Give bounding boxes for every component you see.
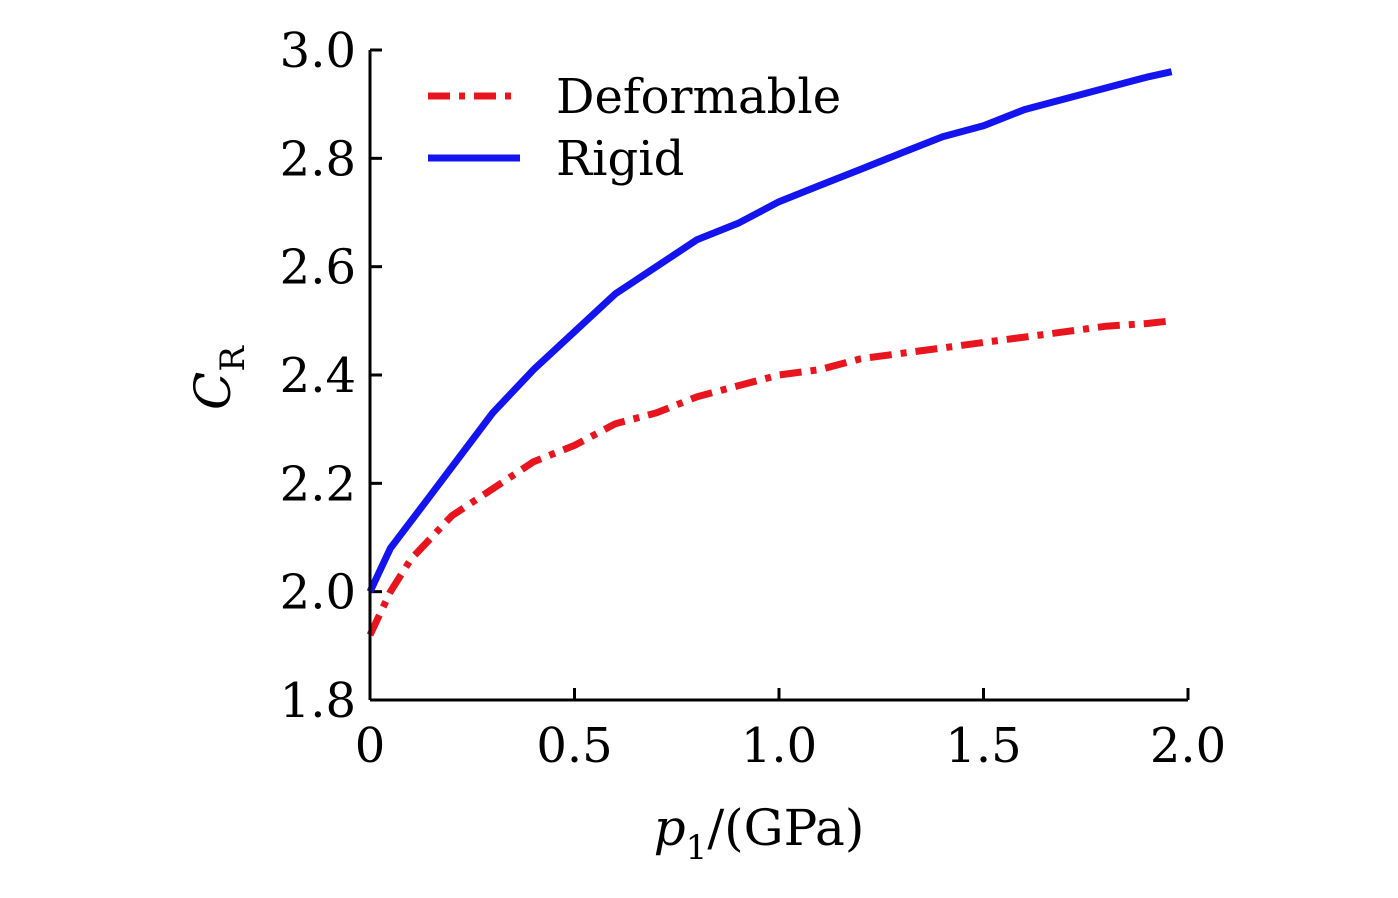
- ticks-layer: 1.8 2.0 2.2 2.4 2.6 2.8 3.0 0 0.5 1.0 1.5 2.0: [280, 23, 1227, 774]
- x-axis-title-subscript: 1: [686, 828, 708, 868]
- x-tick-label: 0.5: [536, 718, 612, 774]
- x-tick-label: 1.5: [945, 718, 1021, 774]
- y-axis-title-subscript: R: [213, 345, 253, 372]
- y-tick-label: 2.6: [280, 240, 356, 296]
- x-axis-title: p1/(GPa): [654, 799, 865, 868]
- legend: Deformable Rigid: [428, 69, 841, 187]
- y-tick-label: 2.0: [280, 565, 356, 621]
- legend-label-deformable: Deformable: [556, 69, 841, 125]
- x-axis-title-var: p: [654, 799, 686, 857]
- x-axis-title-unit: /(GPa): [707, 799, 864, 857]
- y-tick-label: 2.8: [280, 131, 356, 187]
- y-tick-label: 2.4: [280, 348, 356, 404]
- x-tick-label: 0: [355, 718, 386, 774]
- y-tick-label: 3.0: [280, 23, 356, 79]
- y-tick-label: 2.2: [280, 456, 356, 512]
- x-tick-label: 2.0: [1150, 718, 1226, 774]
- y-axis-title: CR: [184, 345, 253, 410]
- y-axis-title-var: C: [184, 372, 242, 410]
- series-layer: [366, 68, 1173, 637]
- legend-label-rigid: Rigid: [556, 131, 684, 187]
- series-line-rigid: [366, 68, 1173, 594]
- y-tick-label: 1.8: [280, 673, 356, 729]
- x-tick-label: 1.0: [741, 718, 817, 774]
- series-line-deformable: [366, 317, 1172, 637]
